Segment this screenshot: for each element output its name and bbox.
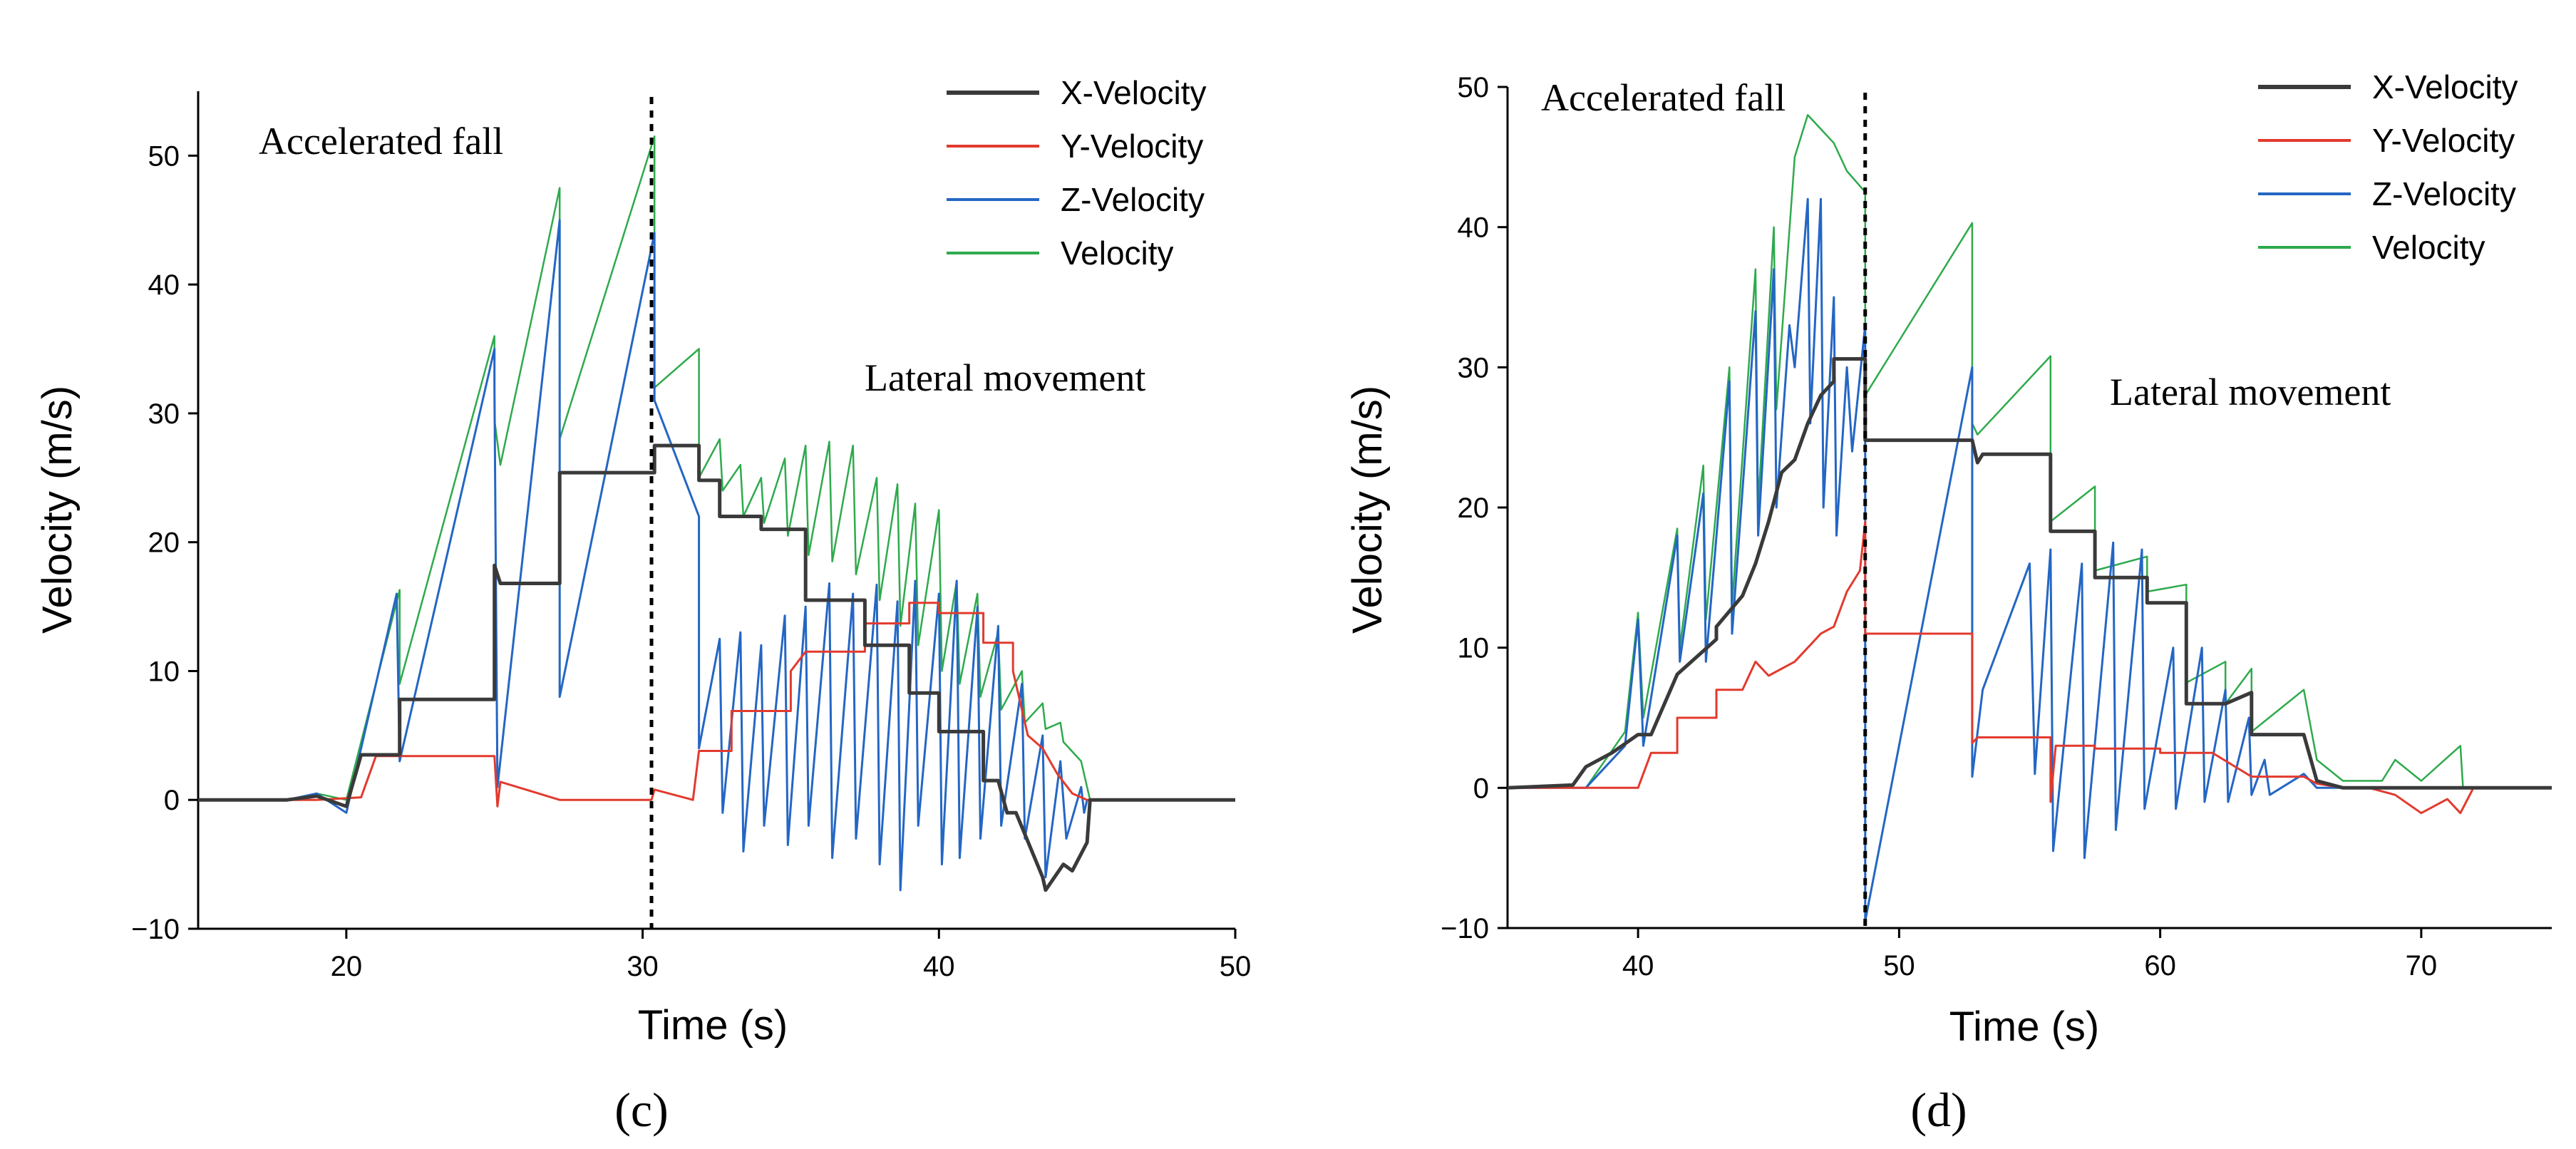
legend-label: Z-Velocity xyxy=(2372,175,2516,212)
x-tick-label: 40 xyxy=(1622,950,1654,981)
annotation-accel: Accelerated fall xyxy=(1541,76,1786,119)
series-line-z-velocity xyxy=(198,219,1235,892)
x-tick-label: 70 xyxy=(2406,950,2438,981)
legend-label: X-Velocity xyxy=(1061,74,1207,111)
x-tick-label: 20 xyxy=(331,951,363,982)
y-axis-title: Velocity (m/s) xyxy=(34,386,81,634)
y-axis-title: Velocity (m/s) xyxy=(1344,386,1391,634)
chart-panel-c: −10 0 10 20 30 40 50 20 30 40 50 Time (s) Velocity (… xyxy=(34,74,1251,1137)
legend-label: Y-Velocity xyxy=(1061,128,1203,165)
panel-label: (d) xyxy=(1910,1083,1967,1137)
legend-label: Velocity xyxy=(2372,229,2485,266)
x-tick-label: 50 xyxy=(1883,950,1915,981)
x-axis-title: Time (s) xyxy=(638,1002,788,1048)
series-line-velocity xyxy=(1508,114,2552,789)
series-line-x-velocity xyxy=(1507,357,2552,790)
x-tick-label: 60 xyxy=(2144,950,2176,981)
legend-label: Y-Velocity xyxy=(2372,122,2515,159)
legend-label: Z-Velocity xyxy=(1061,181,1205,218)
y-tick-label: 40 xyxy=(1458,212,1490,244)
x-axis-title: Time (s) xyxy=(1949,1004,2099,1050)
y-tick-label: 20 xyxy=(148,527,180,559)
y-tick-label: 10 xyxy=(148,656,180,687)
y-tick-label: 50 xyxy=(1458,72,1490,103)
series-line-x-velocity xyxy=(198,443,1235,892)
annotation-lateral: Lateral movement xyxy=(865,356,1145,399)
y-tick-label: 50 xyxy=(148,140,180,172)
legend-label: Velocity xyxy=(1061,235,1174,272)
annotation-accel: Accelerated fall xyxy=(259,120,503,163)
chart-panel-d: −10 0 10 20 30 40 50 40 50 60 70 Time (s) Velocity (… xyxy=(1344,68,2552,1137)
panel-label: (c) xyxy=(614,1083,668,1137)
series-line-velocity xyxy=(198,135,1235,801)
y-tick-label: −10 xyxy=(1441,913,1489,944)
annotation-lateral: Lateral movement xyxy=(2110,371,2391,413)
series-line-y-velocity xyxy=(198,602,1235,808)
y-tick-label: −10 xyxy=(131,914,180,945)
x-tick-label: 50 xyxy=(1220,951,1252,982)
legend-label: X-Velocity xyxy=(2372,68,2518,105)
y-tick-label: 40 xyxy=(148,269,180,301)
y-tick-label: 0 xyxy=(1473,773,1489,804)
x-tick-label: 40 xyxy=(923,951,955,982)
series-line-z-velocity xyxy=(1508,197,2552,922)
y-tick-label: 0 xyxy=(164,785,180,816)
x-tick-label: 30 xyxy=(627,951,659,982)
y-tick-label: 30 xyxy=(148,398,180,430)
y-tick-label: 20 xyxy=(1458,493,1490,524)
y-tick-label: 30 xyxy=(1458,352,1490,383)
y-tick-label: 10 xyxy=(1458,633,1490,664)
